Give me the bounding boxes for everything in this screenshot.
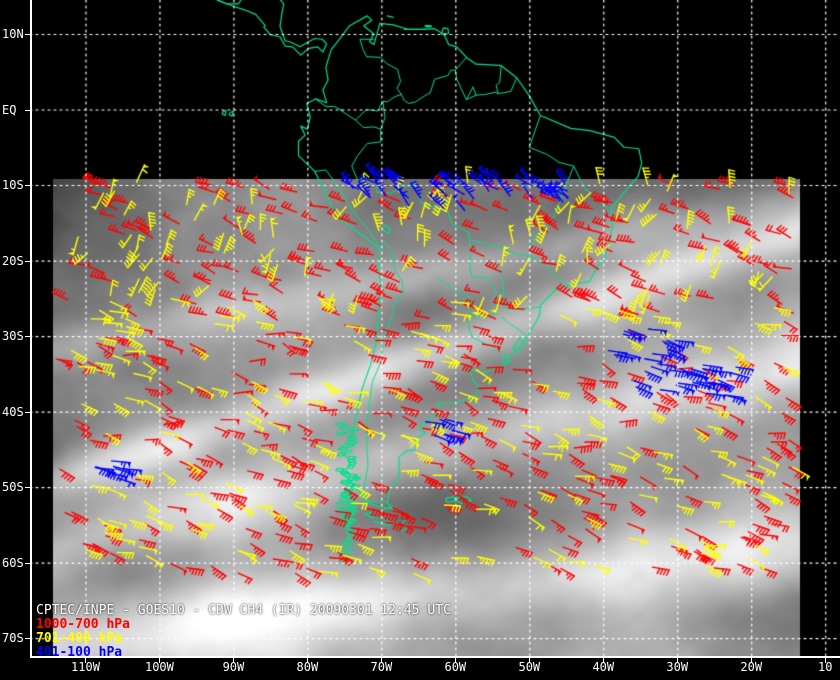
y-tick-label-30S: 30S [2, 329, 24, 344]
y-tick-label-50S: 50S [2, 480, 24, 495]
y-tick-mark [25, 562, 31, 564]
x-tick-label-110W: 110W [71, 660, 100, 674]
y-axis-line [30, 0, 32, 658]
x-tick-mark [677, 658, 679, 663]
x-tick-mark [751, 658, 753, 663]
x-tick-mark [381, 658, 383, 663]
y-tick-mark [25, 260, 31, 262]
x-tick-mark [825, 658, 827, 663]
x-axis-line [30, 656, 840, 658]
x-tick-label-60W: 60W [444, 660, 467, 674]
x-tick-mark [307, 658, 309, 663]
y-tick-mark [25, 411, 31, 413]
y-tick-label-10S: 10S [2, 178, 24, 193]
x-tick-label-70W: 70W [370, 660, 393, 674]
wind-barb-overlay [30, 0, 840, 657]
y-tick-label-10N: 10N [2, 26, 24, 41]
x-tick-label-40W: 40W [592, 660, 615, 674]
x-tick-mark [529, 658, 531, 663]
y-tick-mark [25, 336, 31, 338]
x-tick-label-80W: 80W [296, 660, 319, 674]
x-tick-label-30W: 30W [666, 660, 689, 674]
y-tick-label-70S: 70S [2, 631, 24, 646]
x-tick-mark [603, 658, 605, 663]
y-tick-label-40S: 40S [2, 404, 24, 419]
y-tick-mark [25, 487, 31, 489]
x-tick-label-10: 10 [817, 660, 833, 674]
y-tick-mark [25, 109, 31, 111]
x-tick-mark [85, 658, 87, 663]
plot-area [30, 0, 840, 657]
x-tick-label-90W: 90W [222, 660, 245, 674]
x-tick-mark [455, 658, 457, 663]
y-tick-mark [25, 638, 31, 640]
y-tick-label-EQ: EQ [2, 102, 17, 117]
y-tick-label-20S: 20S [2, 253, 24, 268]
x-tick-label-100W: 100W [144, 660, 174, 674]
x-tick-label-50W: 50W [518, 660, 541, 674]
x-tick-mark [159, 658, 161, 663]
x-tick-mark [233, 658, 235, 663]
y-tick-mark [25, 33, 31, 35]
y-tick-mark [25, 185, 31, 187]
y-tick-label-60S: 60S [2, 555, 24, 570]
x-tick-label-20W: 20W [740, 660, 763, 674]
